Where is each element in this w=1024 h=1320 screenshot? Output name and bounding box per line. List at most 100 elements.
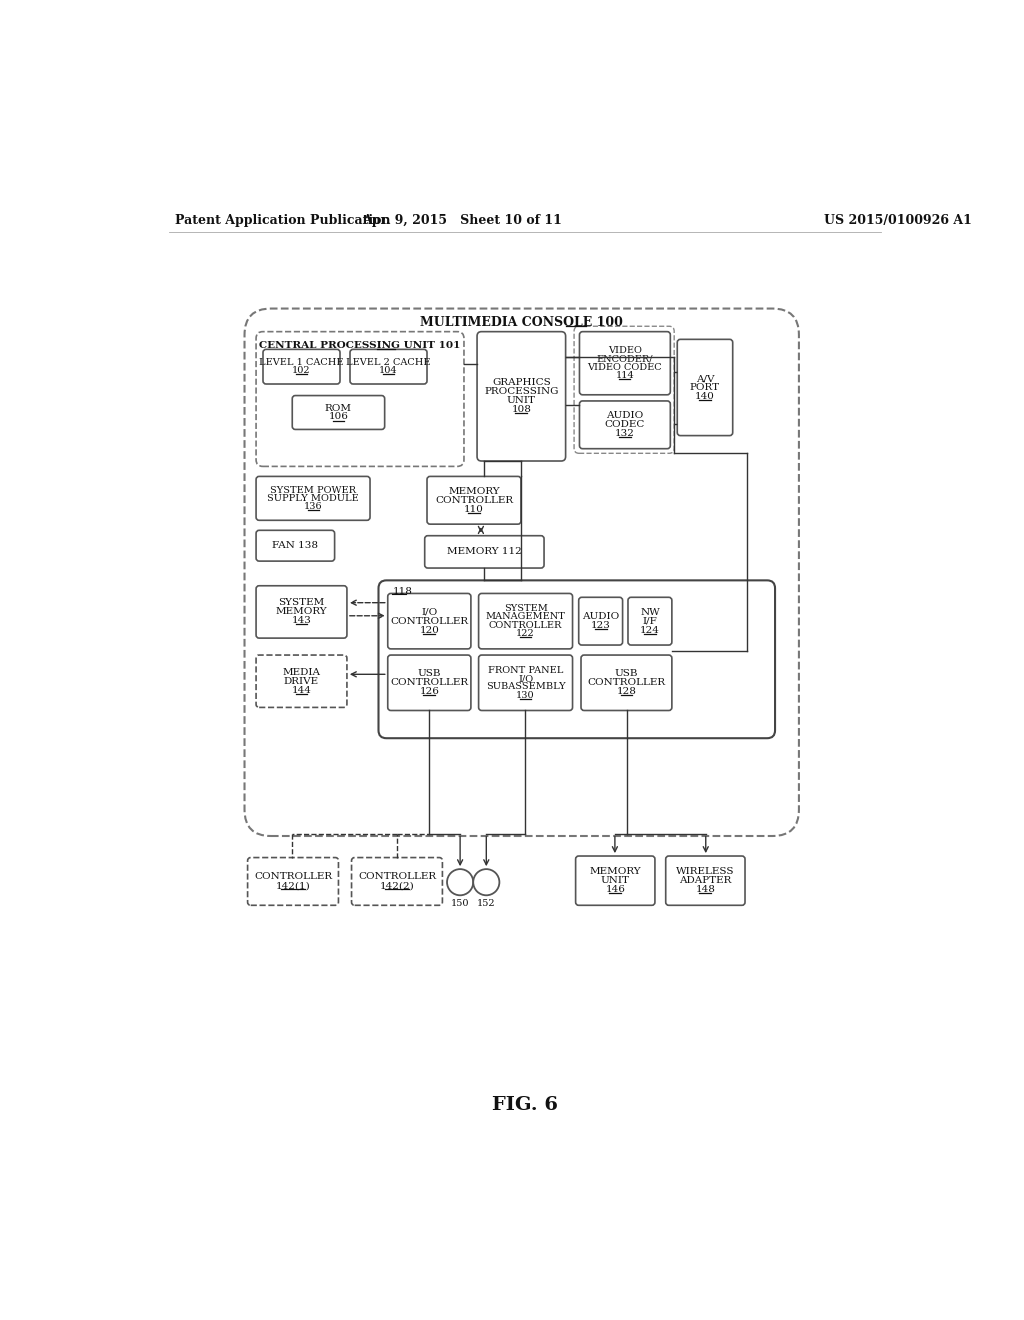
Text: CONTROLLER: CONTROLLER — [435, 496, 513, 504]
Text: MEMORY 112: MEMORY 112 — [447, 548, 522, 556]
FancyBboxPatch shape — [427, 477, 521, 524]
Text: 130: 130 — [516, 690, 535, 700]
Text: 142(2): 142(2) — [380, 882, 415, 891]
Text: MULTIMEDIA CONSOLE 100: MULTIMEDIA CONSOLE 100 — [420, 315, 624, 329]
Text: CONTROLLER: CONTROLLER — [390, 678, 468, 688]
Text: GRAPHICS: GRAPHICS — [492, 379, 551, 387]
Text: A/V: A/V — [695, 374, 714, 383]
Text: 114: 114 — [615, 371, 634, 380]
Text: 124: 124 — [640, 626, 659, 635]
FancyBboxPatch shape — [256, 477, 370, 520]
FancyBboxPatch shape — [248, 858, 339, 906]
Text: MEMORY: MEMORY — [590, 867, 641, 876]
Text: 104: 104 — [379, 367, 397, 375]
Text: 128: 128 — [616, 688, 636, 696]
Text: VIDEO: VIDEO — [608, 346, 642, 355]
FancyBboxPatch shape — [388, 655, 471, 710]
Text: VIDEO CODEC: VIDEO CODEC — [588, 363, 663, 372]
Text: Apr. 9, 2015   Sheet 10 of 11: Apr. 9, 2015 Sheet 10 of 11 — [361, 214, 561, 227]
FancyBboxPatch shape — [574, 326, 674, 453]
Text: FRONT PANEL: FRONT PANEL — [487, 665, 563, 675]
Text: UNIT: UNIT — [507, 396, 536, 405]
FancyBboxPatch shape — [580, 401, 671, 449]
Text: 152: 152 — [477, 899, 496, 908]
Text: CENTRAL PROCESSING UNIT 101: CENTRAL PROCESSING UNIT 101 — [259, 341, 461, 350]
Text: FAN 138: FAN 138 — [272, 541, 318, 550]
FancyBboxPatch shape — [256, 331, 464, 466]
Text: PROCESSING: PROCESSING — [484, 387, 558, 396]
FancyBboxPatch shape — [263, 350, 340, 384]
Text: CONTROLLER: CONTROLLER — [390, 616, 468, 626]
FancyBboxPatch shape — [256, 655, 347, 708]
Text: 150: 150 — [451, 899, 469, 908]
Text: ROM: ROM — [325, 404, 352, 413]
Text: CONTROLLER: CONTROLLER — [488, 620, 562, 630]
Text: DRIVE: DRIVE — [284, 677, 319, 685]
Text: CONTROLLER: CONTROLLER — [588, 678, 666, 688]
Text: LEVEL 2 CACHE: LEVEL 2 CACHE — [346, 358, 431, 367]
FancyBboxPatch shape — [388, 594, 471, 649]
FancyBboxPatch shape — [379, 581, 775, 738]
FancyBboxPatch shape — [477, 331, 565, 461]
FancyBboxPatch shape — [256, 586, 347, 638]
FancyBboxPatch shape — [628, 598, 672, 645]
Text: 126: 126 — [420, 688, 439, 696]
Text: SUBASSEMBLY: SUBASSEMBLY — [485, 682, 565, 692]
Text: 132: 132 — [615, 429, 635, 438]
Text: LEVEL 1 CACHE: LEVEL 1 CACHE — [259, 358, 344, 367]
Text: AUDIO: AUDIO — [582, 612, 620, 622]
Text: AUDIO: AUDIO — [606, 412, 643, 420]
Text: 120: 120 — [420, 626, 439, 635]
Text: 106: 106 — [329, 412, 348, 421]
Text: 110: 110 — [464, 504, 484, 513]
Text: PORT: PORT — [690, 383, 720, 392]
Text: 144: 144 — [292, 685, 311, 694]
Text: USB: USB — [614, 669, 638, 678]
FancyBboxPatch shape — [580, 331, 671, 395]
Text: MEMORY: MEMORY — [275, 607, 328, 616]
Text: 148: 148 — [695, 886, 716, 894]
Circle shape — [473, 869, 500, 895]
Text: SUPPLY MODULE: SUPPLY MODULE — [267, 494, 359, 503]
FancyBboxPatch shape — [351, 858, 442, 906]
Text: I/O: I/O — [421, 607, 437, 616]
FancyBboxPatch shape — [478, 655, 572, 710]
Text: 142(1): 142(1) — [275, 882, 310, 891]
Text: 122: 122 — [516, 630, 535, 638]
Text: MEMORY: MEMORY — [449, 487, 500, 496]
FancyBboxPatch shape — [581, 655, 672, 710]
Text: I/O: I/O — [518, 675, 534, 682]
FancyBboxPatch shape — [666, 857, 745, 906]
Text: WIRELESS: WIRELESS — [676, 867, 734, 876]
Text: MEDIA: MEDIA — [283, 668, 321, 677]
Circle shape — [447, 869, 473, 895]
FancyBboxPatch shape — [245, 309, 799, 836]
Text: SYSTEM: SYSTEM — [504, 605, 548, 612]
Text: MANAGEMENT: MANAGEMENT — [485, 612, 565, 622]
Text: 123: 123 — [591, 622, 610, 630]
Text: ENCODER/: ENCODER/ — [597, 355, 653, 363]
Text: CODEC: CODEC — [605, 420, 645, 429]
Text: USB: USB — [418, 669, 441, 678]
FancyBboxPatch shape — [292, 396, 385, 429]
Text: 118: 118 — [392, 586, 413, 595]
Text: 136: 136 — [304, 502, 323, 511]
Text: SYSTEM: SYSTEM — [279, 598, 325, 607]
FancyBboxPatch shape — [677, 339, 733, 436]
FancyBboxPatch shape — [425, 536, 544, 568]
Text: 146: 146 — [605, 886, 626, 894]
FancyBboxPatch shape — [579, 598, 623, 645]
Text: I/F: I/F — [642, 616, 657, 626]
Text: 140: 140 — [695, 392, 715, 401]
Text: CONTROLLER: CONTROLLER — [254, 873, 332, 882]
Text: CONTROLLER: CONTROLLER — [358, 873, 436, 882]
Text: 102: 102 — [292, 367, 311, 375]
FancyBboxPatch shape — [256, 531, 335, 561]
Text: ADAPTER: ADAPTER — [679, 876, 731, 886]
Text: 143: 143 — [292, 616, 311, 626]
Text: UNIT: UNIT — [601, 876, 630, 886]
Text: US 2015/0100926 A1: US 2015/0100926 A1 — [823, 214, 972, 227]
FancyBboxPatch shape — [350, 350, 427, 384]
Text: FIG. 6: FIG. 6 — [492, 1097, 558, 1114]
Text: 108: 108 — [511, 405, 531, 414]
